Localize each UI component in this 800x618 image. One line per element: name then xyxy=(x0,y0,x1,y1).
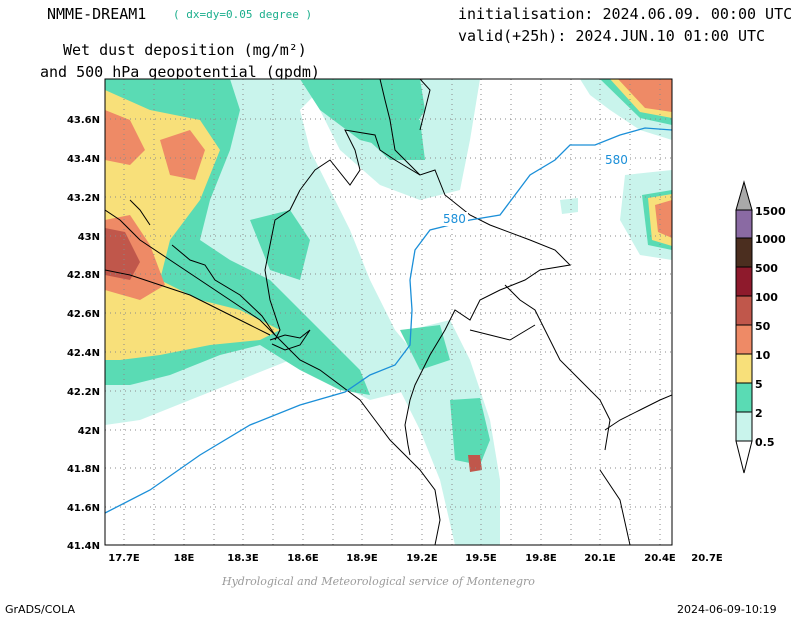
longitude-axis: 17.7E 18E 18.3E 18.6E 18.9E 19.2E 19.5E … xyxy=(108,553,723,564)
colorbar-swatch xyxy=(735,411,753,442)
lat-tick: 41.6N xyxy=(67,503,100,514)
map-frame xyxy=(104,78,673,546)
lat-tick: 41.8N xyxy=(67,464,100,475)
geopotential-580-contour xyxy=(105,127,672,514)
lat-tick: 41.4N xyxy=(67,541,100,552)
dust-area-light-east xyxy=(400,320,500,545)
lon-tick: 19.2E xyxy=(406,553,438,564)
colorbar-swatch xyxy=(735,209,753,239)
colorbar-swatch xyxy=(735,237,753,268)
lat-tick: 42N xyxy=(78,426,100,437)
dust-area-dark-w xyxy=(105,228,140,280)
dust-area-light-small xyxy=(560,198,578,214)
lat-tick: 42.2N xyxy=(67,387,100,398)
colorbar-label: 0.5 xyxy=(755,436,775,449)
colorbar-top-arrow xyxy=(735,180,753,211)
lon-tick: 20.1E xyxy=(584,553,616,564)
lat-tick: 43.6N xyxy=(67,115,100,126)
colorbar-swatch xyxy=(735,324,753,355)
lon-tick: 18.9E xyxy=(346,553,378,564)
dust-area-green-ne xyxy=(352,120,425,160)
dust-area-green-east xyxy=(400,325,450,370)
grid-resolution-note: ( dx=dy=0.05 degree ) xyxy=(173,8,313,21)
dust-area-green-coast xyxy=(250,210,310,280)
colorbar-label: 500 xyxy=(755,262,778,275)
colorbar-label: 10 xyxy=(755,349,771,362)
colorbar-label: 100 xyxy=(755,291,778,304)
software-label: GrADS/COLA xyxy=(5,603,75,616)
lon-tick: 17.7E xyxy=(108,553,140,564)
dust-area-green-se xyxy=(450,398,490,465)
dust-area-orange-north xyxy=(160,130,205,180)
map-title-line1: Wet dust deposition (mg/m²) xyxy=(63,41,307,59)
dust-area-orange-ne xyxy=(618,79,672,112)
colorbar-swatch xyxy=(735,353,753,384)
colorbar-label: 5 xyxy=(755,378,763,391)
lon-tick: 18.3E xyxy=(227,553,259,564)
dust-deposition-field xyxy=(105,79,672,545)
colorbar-label: 1000 xyxy=(755,233,786,246)
lat-tick: 43.4N xyxy=(67,154,100,165)
colorbar-label: 2 xyxy=(755,407,763,420)
colorbar-swatch xyxy=(735,266,753,297)
lon-tick: 19.5E xyxy=(465,553,497,564)
dust-area-orange-e xyxy=(655,200,672,238)
credit-line: Hydrological and Meteorological service … xyxy=(222,575,535,588)
dust-area-orange-nw xyxy=(105,110,145,165)
lat-tick: 42.6N xyxy=(67,309,100,320)
coastline-borders xyxy=(105,79,672,545)
lon-tick: 18E xyxy=(174,553,195,564)
lon-tick: 20.7E xyxy=(691,553,723,564)
render-timestamp: 2024-06-09-10:19 xyxy=(677,603,777,616)
latitude-axis: 43.6N 43.4N 43.2N 43N 42.8N 42.6N 42.4N … xyxy=(67,115,100,552)
lat-tick: 42.8N xyxy=(67,270,100,281)
map-title-line2: and 500 hPa geopotential (gpdm) xyxy=(40,63,320,81)
initialisation-time: initialisation: 2024.06.09. 00:00 UTC xyxy=(458,5,793,23)
valid-time: valid(+25h): 2024.JUN.10 01:00 UTC xyxy=(458,27,766,45)
dust-area-dark-se xyxy=(468,455,482,472)
lon-tick: 19.8E xyxy=(525,553,557,564)
colorbar-swatch xyxy=(735,295,753,326)
model-name: NMME-DREAM1 xyxy=(47,5,147,23)
colorbar-swatch xyxy=(735,382,753,413)
colorbar-label: 50 xyxy=(755,320,771,333)
lat-tick: 42.4N xyxy=(67,348,100,359)
contour-label-580-a: 580 xyxy=(443,212,466,226)
lat-tick: 43.2N xyxy=(67,193,100,204)
colorbar-labels: 0.5 2 5 10 50 100 500 1000 1500 xyxy=(755,205,786,449)
colorbar xyxy=(735,180,753,474)
lat-tick: 43N xyxy=(78,232,100,243)
contour-label-580-b: 580 xyxy=(605,153,628,167)
lon-tick: 20.4E xyxy=(644,553,676,564)
lon-tick: 18.6E xyxy=(287,553,319,564)
colorbar-bottom-arrow xyxy=(735,440,753,474)
colorbar-label: 1500 xyxy=(755,205,786,218)
